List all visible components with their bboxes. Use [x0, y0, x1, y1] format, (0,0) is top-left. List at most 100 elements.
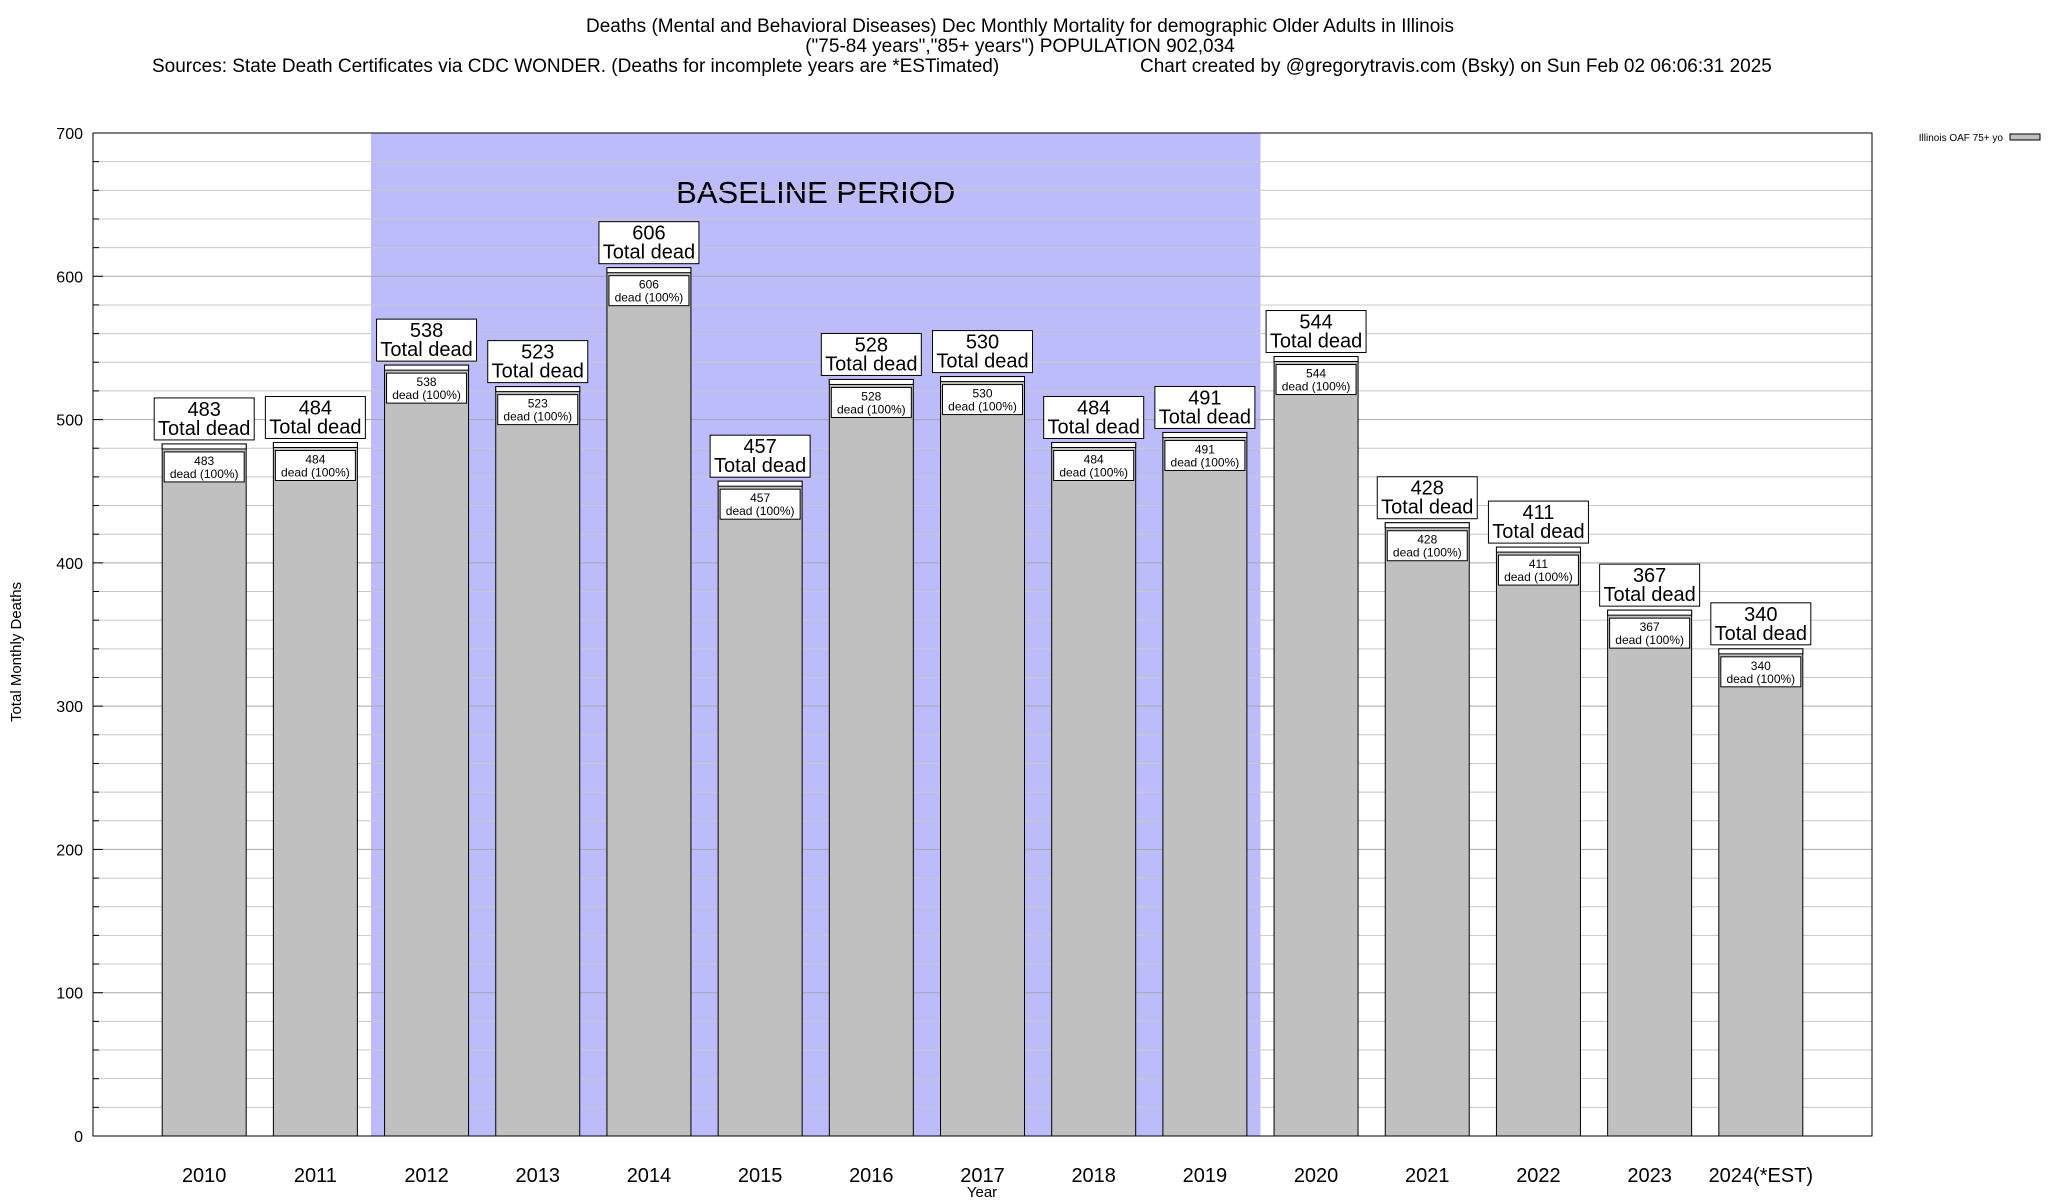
- bar-inner-label-box: [274, 449, 356, 481]
- bar: [1273, 356, 1359, 1137]
- bar-top-label-box: [1154, 385, 1256, 429]
- bar-inner-value-label: 340: [1751, 659, 1771, 673]
- bar-top-label-box: [376, 318, 478, 362]
- bar-inner-value-label: 538: [417, 375, 437, 389]
- bar-top-total-label: Total dead: [269, 416, 361, 438]
- baseline-period-label: BASELINE PERIOD: [676, 175, 955, 210]
- bar-cap: [1273, 356, 1359, 363]
- x-tick-label: 2011: [294, 1165, 337, 1187]
- chart-credit: Chart created by @gregorytravis.com (Bsk…: [1140, 56, 1772, 77]
- bar-inner-label-box: [942, 384, 1023, 416]
- bar-top-label-box: [932, 330, 1033, 374]
- bar-top-label-box: [1043, 395, 1145, 439]
- bar: [384, 364, 470, 1137]
- plot-border: [92, 132, 1873, 1137]
- bar-cap: [161, 443, 247, 450]
- bar-cap: [384, 364, 470, 371]
- x-tick-label: 2015: [738, 1165, 783, 1187]
- bar-inner-percent-label: dead (100%): [1393, 546, 1462, 560]
- legend-label: Illinois OAF 75+ yo: [1919, 133, 2004, 144]
- bar-top-total-label: Total dead: [1048, 416, 1140, 438]
- bar-top-value-label: 428: [1411, 478, 1444, 500]
- bar: [1051, 441, 1137, 1137]
- bar-inner-percent-label: dead (100%): [615, 291, 684, 305]
- bar-top-value-label: 457: [743, 436, 776, 458]
- bar-top-total-label: Total dead: [1715, 623, 1807, 645]
- bar-inner-label-box: [608, 275, 690, 307]
- bar-inner-value-label: 428: [1417, 533, 1437, 547]
- x-axis-label: Year: [967, 1184, 997, 1200]
- bar-cap: [1384, 522, 1470, 529]
- x-tick-label: 2018: [1071, 1165, 1116, 1187]
- y-tick-label: 500: [56, 413, 83, 430]
- bar-cap: [1607, 609, 1693, 616]
- x-tick-label: 2010: [182, 1165, 227, 1187]
- bar-top-total-label: Total dead: [492, 361, 584, 383]
- y-axis-label: Total Monthly Deaths: [8, 582, 25, 722]
- legend-swatch: [2009, 133, 2041, 141]
- bar-top-value-label: 367: [1633, 565, 1666, 587]
- bar-top-total-label: Total dead: [380, 339, 472, 361]
- bar-inner-value-label: 484: [1084, 452, 1104, 466]
- bar-inner-label-box: [163, 451, 245, 483]
- bar-cap: [828, 378, 914, 385]
- bar-cap: [495, 386, 581, 393]
- bar-inner-value-label: 606: [639, 278, 659, 292]
- bar-top-label-box: [1487, 500, 1589, 544]
- bar-top-total-label: Total dead: [714, 455, 806, 477]
- bar: [495, 386, 581, 1137]
- bar-inner-value-label: 523: [528, 397, 548, 411]
- y-tick-label: 100: [56, 986, 83, 1003]
- bar-inner-label-box: [497, 394, 579, 426]
- bar-inner-percent-label: dead (100%): [1282, 380, 1351, 394]
- chart-header: Deaths (Mental and Behavioral Diseases) …: [152, 16, 1772, 77]
- bar-top-value-label: 523: [521, 342, 554, 364]
- bar-inner-percent-label: dead (100%): [1726, 672, 1795, 686]
- bar-cap: [717, 480, 803, 487]
- legend: Illinois OAF 75+ yo: [1919, 133, 2041, 144]
- bar-inner-value-label: 491: [1195, 442, 1215, 456]
- bar-top-label-box: [487, 340, 589, 384]
- bar-top-value-label: 491: [1188, 387, 1221, 409]
- bar-top-total-label: Total dead: [158, 418, 250, 440]
- bar-cap: [1162, 431, 1248, 438]
- x-tick-label: 2014: [627, 1165, 672, 1187]
- bar-top-label-box: [1265, 310, 1367, 354]
- chart-title-line-1: Deaths (Mental and Behavioral Diseases) …: [586, 16, 1454, 37]
- bar: [1607, 609, 1693, 1137]
- bar-inner-value-label: 544: [1306, 367, 1326, 381]
- bar-inner-label-box: [386, 372, 468, 404]
- bar-top-label-box: [264, 395, 366, 439]
- bar-inner-value-label: 484: [305, 452, 325, 466]
- bar-inner-label-box: [1275, 364, 1357, 396]
- x-tick-label: 2016: [849, 1165, 894, 1187]
- bar-inner-percent-label: dead (100%): [392, 388, 461, 402]
- bar-inner-label-box: [1720, 656, 1802, 688]
- bar-inner-percent-label: dead (100%): [1059, 465, 1128, 479]
- bar-inner-percent-label: dead (100%): [948, 400, 1017, 414]
- bar-inner-percent-label: dead (100%): [1504, 570, 1573, 584]
- y-tick-label: 300: [56, 699, 83, 716]
- bar-cap: [1718, 648, 1804, 655]
- bar-inner-percent-label: dead (100%): [1615, 633, 1684, 647]
- bar-top-label-box: [598, 221, 700, 265]
- x-tick-label: 2021: [1405, 1165, 1450, 1187]
- bar: [272, 441, 358, 1137]
- bar-top-total-label: Total dead: [1159, 406, 1251, 428]
- bar-top-total-label: Total dead: [1603, 584, 1695, 606]
- chart-title-line-2: ("75-84 years","85+ years") POPULATION 9…: [805, 36, 1235, 57]
- bar-inner-label-box: [1609, 617, 1691, 649]
- bar: [828, 378, 914, 1137]
- bar-top-total-label: Total dead: [825, 353, 917, 375]
- bar: [161, 443, 247, 1137]
- bar-inner-label-box: [830, 386, 912, 418]
- bar-top-value-label: 528: [855, 334, 888, 356]
- bar-top-label-box: [1376, 476, 1478, 520]
- bar-top-total-label: Total dead: [1270, 331, 1362, 353]
- bar-top-total-label: Total dead: [1381, 497, 1473, 519]
- bar: [606, 267, 692, 1137]
- bar-inner-label-box: [719, 488, 801, 520]
- bar-top-total-label: Total dead: [603, 242, 695, 264]
- y-tick-label: 600: [56, 269, 83, 286]
